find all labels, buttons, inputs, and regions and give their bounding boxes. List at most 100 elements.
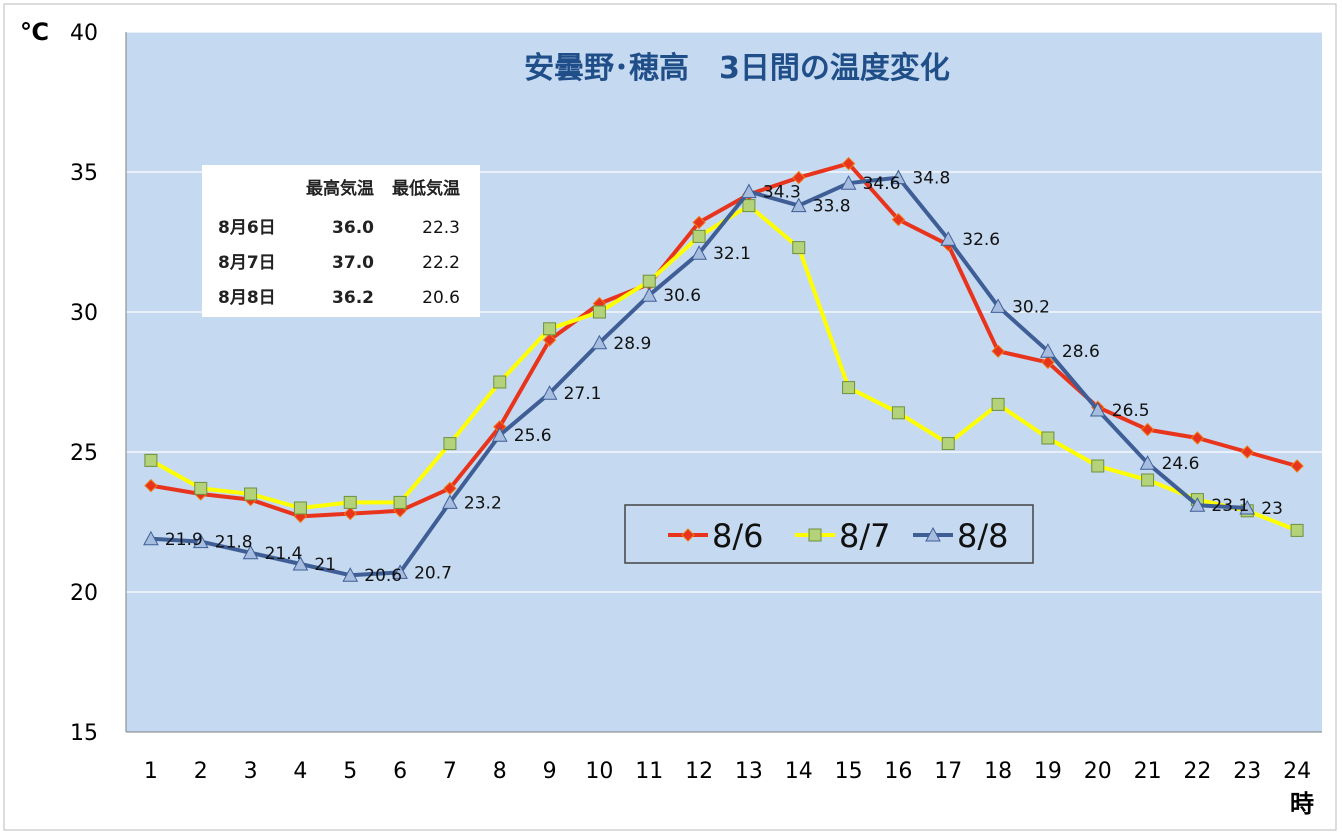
x-tick-label: 23 [1233, 759, 1261, 784]
data-label: 30.6 [663, 286, 701, 306]
data-label: 28.9 [613, 334, 651, 354]
data-point [343, 495, 357, 509]
data-point [1290, 523, 1304, 537]
data-point [1141, 473, 1155, 487]
data-label: 25.6 [514, 426, 552, 446]
legend: 8/6 8/7 8/8 [624, 504, 1034, 564]
data-point [293, 501, 307, 515]
legend-marker [808, 528, 822, 542]
data-point [542, 333, 557, 347]
x-tick-label: 24 [1283, 759, 1311, 784]
x-tick-label: 11 [635, 759, 663, 784]
data-point [242, 544, 259, 560]
data-point [1140, 422, 1155, 437]
data-label: 23 [1261, 499, 1283, 519]
x-tick-label: 2 [194, 759, 208, 784]
x-tick-label: 10 [585, 759, 613, 784]
data-point [642, 274, 656, 288]
series-8-8 [143, 169, 1256, 582]
data-point [1190, 431, 1205, 445]
table-row-label: 8月6日 [218, 218, 276, 238]
data-point [891, 406, 905, 420]
legend-marker [925, 526, 941, 542]
x-tick-label: 1 [144, 759, 158, 784]
data-point [941, 437, 955, 451]
gridlines [125, 31, 1322, 733]
data-point [442, 494, 458, 509]
data-point [1089, 401, 1106, 417]
data-label: 26.5 [1112, 401, 1150, 421]
data-label: 21.9 [165, 530, 203, 550]
data-point [840, 175, 857, 190]
x-tick-label: 20 [1084, 759, 1112, 784]
data-label: 34.3 [763, 183, 801, 203]
data-label: 23.2 [464, 493, 502, 513]
data-point [1239, 499, 1256, 515]
data-point [692, 215, 706, 230]
table-cell-min: 22.2 [422, 253, 460, 273]
data-label: 34.8 [912, 169, 950, 189]
x-tick-label: 8 [493, 759, 507, 784]
data-point [890, 169, 907, 185]
y-tick-label: 35 [70, 161, 98, 186]
x-axis-ticks: 1 2 3 4 5 6 7 8 9 10 11 12 13 14 15 16 17 18 19 20 21 22 23 24 [144, 759, 1311, 784]
data-point [392, 564, 408, 579]
legend-item: 8/6 [668, 517, 764, 555]
data-label: 32.6 [962, 230, 1000, 250]
data-label: 30.2 [1012, 297, 1050, 317]
x-axis-unit: 時 [1290, 790, 1314, 818]
x-tick-label: 22 [1183, 759, 1211, 784]
x-tick-label: 17 [934, 759, 962, 784]
plot-area [126, 32, 1322, 732]
y-tick-label: 25 [70, 441, 98, 466]
y-axis-ticks: 15 20 25 30 35 40 [70, 21, 98, 746]
data-label: 21.8 [215, 533, 253, 553]
data-label: 32.1 [713, 244, 751, 264]
data-point [1290, 459, 1304, 473]
table-cell-max: 36.2 [332, 288, 374, 308]
data-point [342, 567, 359, 582]
chart-title: 安曇野･穂高 3日間の温度変化 [524, 51, 950, 86]
data-label: 23.1 [1211, 496, 1249, 516]
data-label: 24.6 [1162, 454, 1200, 474]
y-tick-label: 20 [70, 581, 98, 606]
legend-label: 8/7 [839, 517, 891, 555]
data-point [393, 495, 407, 509]
series-group [143, 156, 1304, 582]
data-point [742, 199, 756, 213]
data-point [343, 506, 357, 521]
data-point [741, 183, 757, 199]
x-tick-label: 3 [244, 759, 258, 784]
data-point [990, 298, 1006, 313]
data-point [543, 322, 557, 336]
x-tick-label: 9 [543, 759, 557, 784]
data-point [991, 344, 1005, 358]
table-row-label: 8月8日 [218, 288, 276, 308]
data-point [641, 287, 658, 302]
data-label: 33.8 [813, 197, 851, 217]
data-point [841, 156, 856, 171]
data-point [1041, 431, 1055, 445]
x-tick-label: 6 [393, 759, 407, 784]
table-cell-max: 36.0 [332, 218, 374, 238]
data-point [194, 481, 208, 495]
data-point [1240, 445, 1254, 459]
data-label: 20.7 [414, 563, 452, 583]
data-point [244, 487, 258, 501]
data-label: 20.6 [364, 566, 402, 586]
x-tick-label: 21 [1134, 759, 1162, 784]
data-point [591, 334, 608, 350]
data-point [592, 305, 606, 319]
legend-item: 8/7 [795, 517, 891, 555]
legend-label: 8/8 [957, 517, 1009, 555]
data-point [144, 478, 158, 493]
data-point [991, 397, 1005, 411]
table-cell-min: 22.3 [422, 218, 460, 238]
data-point [493, 375, 507, 389]
table-header: 最高気温 [306, 178, 374, 199]
x-tick-label: 5 [343, 759, 357, 784]
x-tick-label: 4 [293, 759, 307, 784]
data-point [940, 231, 957, 246]
data-point [292, 555, 309, 571]
